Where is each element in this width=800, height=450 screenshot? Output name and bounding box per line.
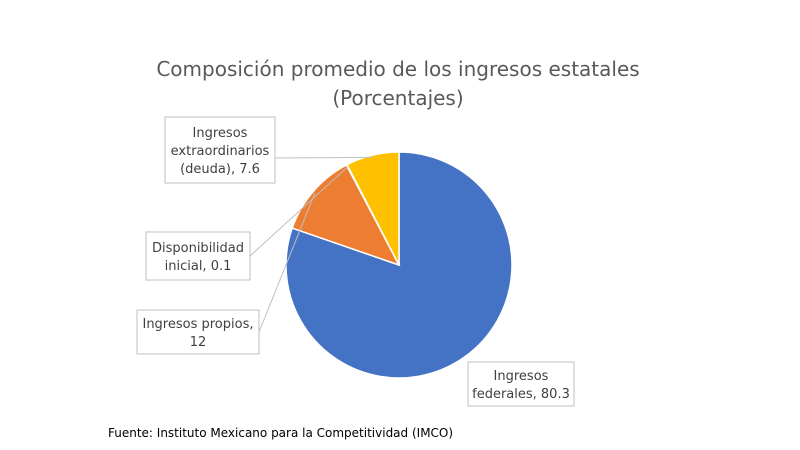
chart-title: Composición promedio de los ingresos est… [156,57,639,81]
data-label-1-line-1: 12 [190,335,207,350]
data-label-3-line-0: Ingresos [193,126,248,141]
data-label-2-line-0: Disponibilidad [152,241,244,256]
data-label-box-3 [164,116,276,184]
leader-line-2 [249,166,349,257]
data-label-1-line-0: Ingresos propios, [142,317,253,332]
pie-slice-1 [291,163,401,267]
data-label-2-line-1: inicial, 0.1 [165,259,232,274]
pie-slices [285,151,513,379]
data-label-0-line-1: federales, 80.3 [472,387,570,402]
leader-line-3 [274,156,373,159]
data-label-box-2 [145,231,251,281]
pie-slice-3 [346,151,400,266]
source-note: Fuente: Instituto Mexicano para la Compe… [108,426,453,440]
data-labels: Ingresos federales, 80.3 Ingresos propios,… [136,116,575,407]
leader-line-1 [258,192,316,333]
data-label-3-line-2: (deuda), 7.6 [180,162,260,177]
leader-lines [249,156,373,333]
data-label-3-line-1: extraordinarios [171,144,270,159]
chart-subtitle: (Porcentajes) [332,86,463,110]
data-label-box-1 [136,309,260,355]
data-label-0-line-0: Ingresos [494,369,549,384]
data-label-box-0 [467,361,575,407]
